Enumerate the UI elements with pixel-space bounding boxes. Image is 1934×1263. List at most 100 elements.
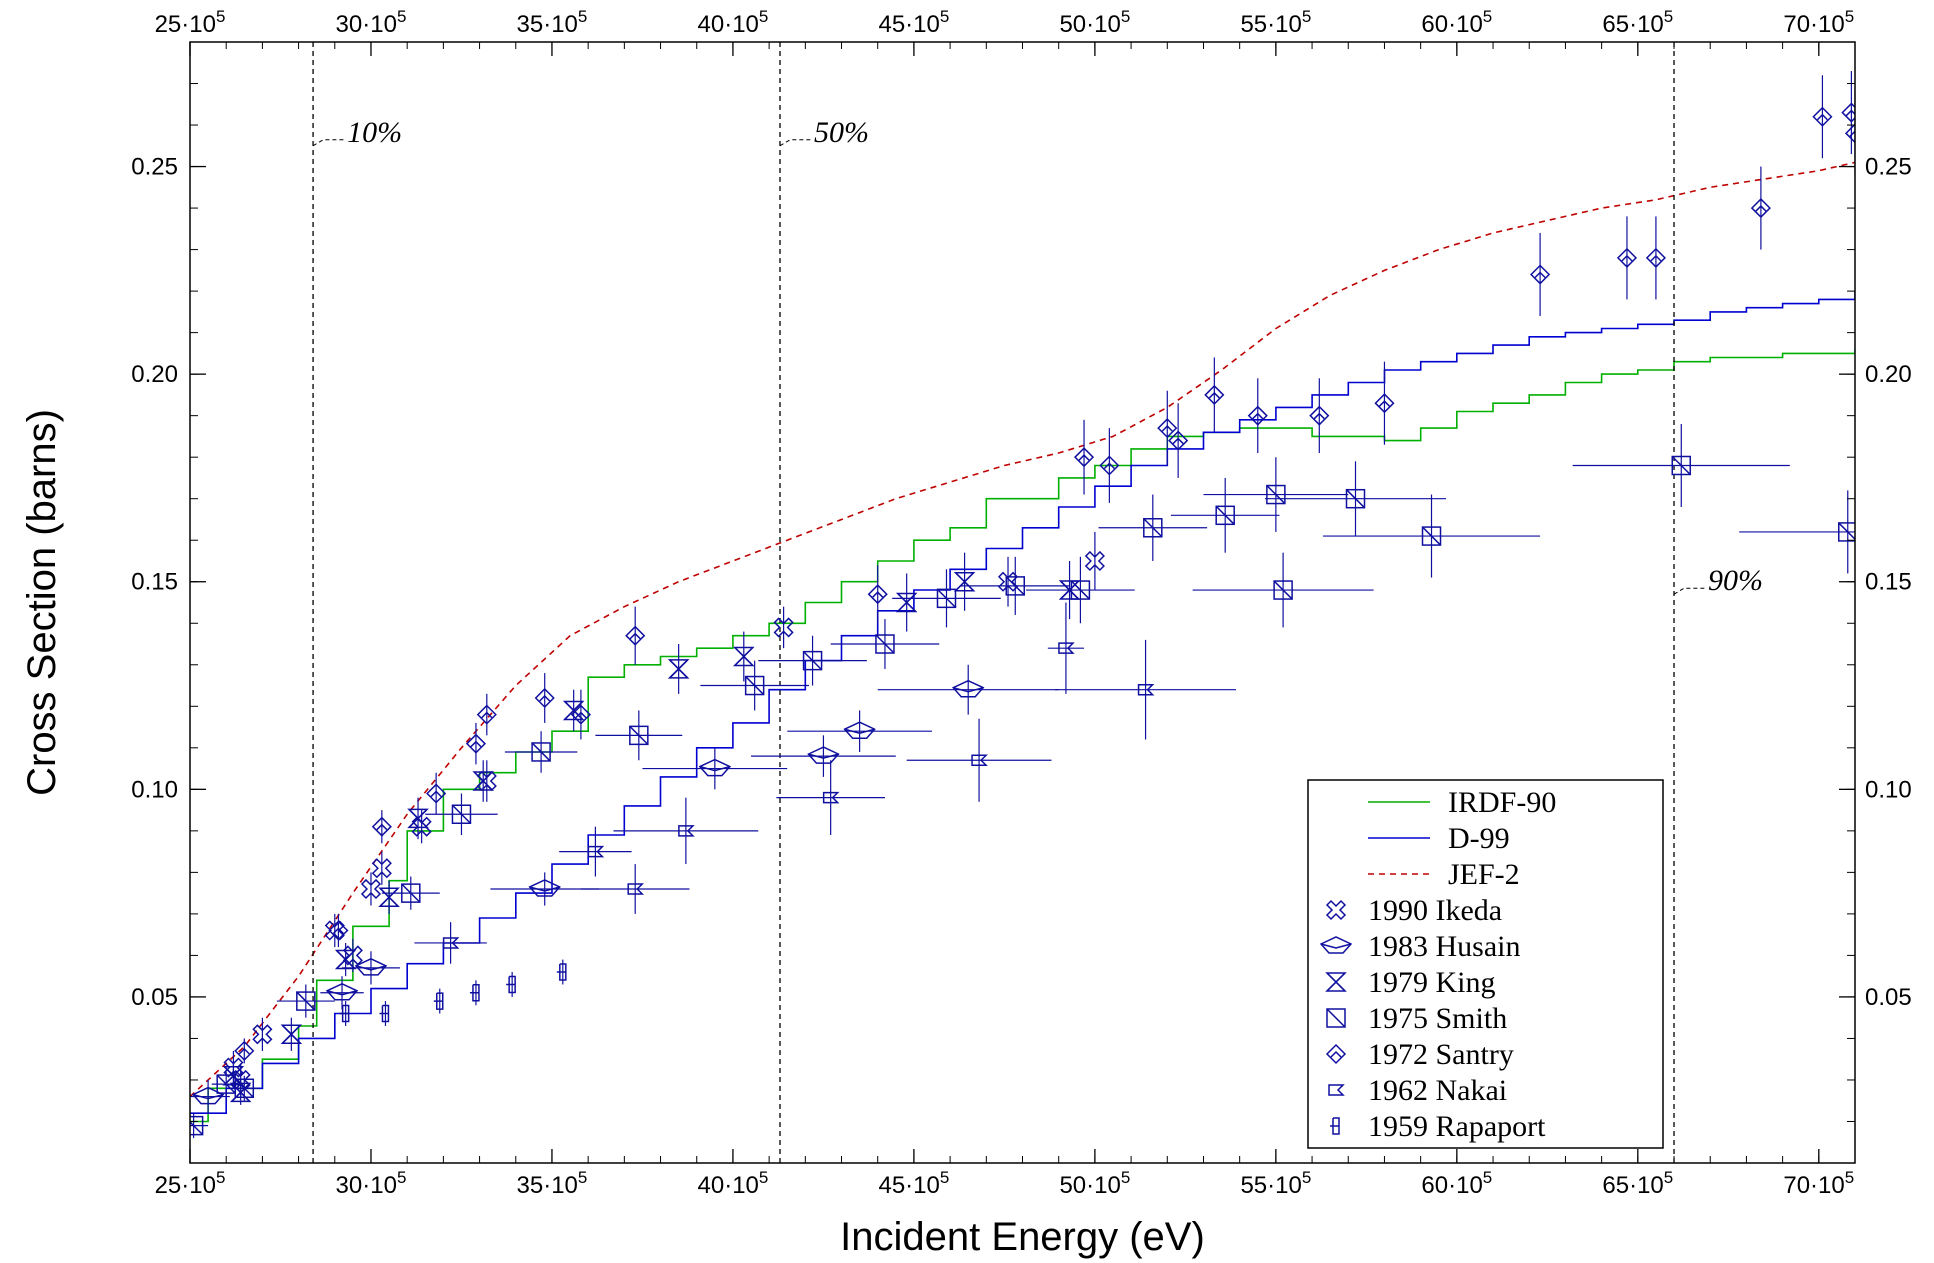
svg-text:1959 Rapaport: 1959 Rapaport <box>1368 1110 1546 1143</box>
point-1990-ikeda <box>997 556 1019 607</box>
point-1979-king <box>667 644 690 694</box>
point-1972-santry <box>426 772 447 815</box>
percent-label: 50% <box>814 116 869 149</box>
point-1962-nakai <box>1047 602 1085 694</box>
point-1990-ikeda <box>773 606 794 649</box>
x-tick-label: 35·105 <box>517 7 588 38</box>
annotation-leader <box>779 139 812 147</box>
y-tick-label-right: 0.10 <box>1865 776 1912 803</box>
point-1959-rapaport <box>469 980 480 1006</box>
point-1972-santry <box>867 565 888 624</box>
point-1975-smith <box>1572 423 1790 508</box>
x-tick-label: 45·105 <box>878 7 949 38</box>
point-1972-santry <box>1530 232 1551 317</box>
annotation-leader <box>1673 587 1707 595</box>
percent-label: 90% <box>1708 564 1763 597</box>
x-tick-label: 30·105 <box>336 1168 407 1199</box>
point-1990-ikeda <box>476 760 497 802</box>
svg-text:1962 Nakai: 1962 Nakai <box>1368 1074 1507 1107</box>
point-1972-santry <box>1844 91 1855 175</box>
point-1990-ikeda <box>324 913 345 948</box>
point-1975-smith <box>381 876 440 910</box>
x-tick-label: 30·105 <box>336 7 407 38</box>
svg-text:JEF-2: JEF-2 <box>1448 858 1520 891</box>
point-1975-smith <box>425 793 498 836</box>
point-1979-king <box>407 797 429 840</box>
x-axis-title: Incident Energy (eV) <box>840 1215 1205 1259</box>
point-1975-smith <box>1170 477 1280 553</box>
x-tick-label: 40·105 <box>698 7 769 38</box>
point-1990-ikeda <box>1084 531 1105 591</box>
point-1983-husain <box>877 664 1059 715</box>
legend-entry: 1983 Husain <box>1319 930 1521 963</box>
annotation-leader <box>312 139 346 147</box>
point-1962-nakai <box>1055 639 1237 740</box>
point-1990-ikeda <box>252 1017 273 1051</box>
y-tick-label: 0.20 <box>131 361 178 388</box>
x-tick-label: 70·105 <box>1783 1168 1854 1199</box>
point-1962-nakai <box>559 826 632 877</box>
point-1972-santry <box>570 689 591 740</box>
legend-entry: 1959 Rapaport <box>1330 1110 1546 1143</box>
point-1959-rapaport <box>506 972 516 997</box>
x-tick-label: 70·105 <box>1783 7 1854 38</box>
point-1975-smith <box>276 984 335 1018</box>
legend-box <box>1307 779 1664 1149</box>
point-1983-husain <box>642 747 788 790</box>
percent-lines: 10% 50% 90% <box>312 42 1763 1163</box>
point-1979-king <box>953 552 976 611</box>
point-1975-smith <box>229 1075 259 1101</box>
point-1979-king <box>562 689 585 732</box>
point-1972-santry <box>1645 216 1666 300</box>
point-1979-king <box>895 573 918 632</box>
point-1972-santry <box>1247 378 1268 454</box>
point-1972-santry <box>1926 183 1934 266</box>
point-1979-king <box>472 760 494 802</box>
x-tick-label: 35·105 <box>517 1168 588 1199</box>
point-1972-santry <box>1374 361 1395 445</box>
point-1975-smith <box>1203 457 1349 532</box>
y-tick-label: 0.10 <box>131 776 178 803</box>
point-1975-smith <box>700 660 809 711</box>
point-1990-ikeda <box>360 872 382 906</box>
x-tick-label: 55·105 <box>1240 1168 1311 1199</box>
model-curves <box>190 161 1855 1123</box>
point-1959-rapaport <box>433 988 444 1014</box>
point-1975-smith <box>595 710 683 761</box>
axes: 25·105 25·105 30·105 30·105 35·105 35·105 40·1… <box>20 7 1912 1259</box>
legend-entry: 1972 Santry <box>1325 1038 1514 1071</box>
point-1983-husain <box>320 976 364 1010</box>
legend-entry: 1990 Ikeda <box>1325 894 1502 927</box>
legend-entry: IRDF-90 <box>1368 786 1556 819</box>
point-1972-santry <box>1073 419 1095 495</box>
curve-d-99 <box>190 291 1855 1114</box>
y-tick-label-right: 0.20 <box>1865 361 1912 388</box>
point-1972-santry <box>1812 75 1833 159</box>
x-tick-label: 40·105 <box>698 1168 769 1199</box>
point-1979-king <box>280 1017 303 1051</box>
svg-text:1975 Smith: 1975 Smith <box>1368 1002 1507 1035</box>
point-1983-husain <box>787 710 933 752</box>
point-1959-rapaport <box>339 1001 350 1026</box>
point-1975-smith <box>830 619 940 669</box>
y-tick-label: 0.15 <box>131 569 178 596</box>
point-1975-smith <box>1322 494 1541 578</box>
point-1962-nakai <box>580 864 690 914</box>
experimental-points <box>190 71 1934 1139</box>
x-tick-label: 25·105 <box>155 1168 226 1199</box>
svg-text:1983 Husain: 1983 Husain <box>1368 930 1521 963</box>
x-tick-label: 25·105 <box>155 7 226 38</box>
point-1972-santry <box>1099 428 1120 503</box>
point-1959-rapaport <box>379 1001 390 1026</box>
point-1975-smith <box>758 635 867 686</box>
point-1959-rapaport <box>556 959 567 985</box>
point-1972-santry <box>534 673 555 723</box>
legend-entry: 1975 Smith <box>1326 1002 1507 1035</box>
point-1972-santry <box>1157 390 1178 466</box>
point-1972-santry <box>234 1038 255 1064</box>
svg-text:IRDF-90: IRDF-90 <box>1448 786 1556 819</box>
x-tick-label: 65·105 <box>1602 7 1673 38</box>
x-tick-label: 50·105 <box>1059 1168 1130 1199</box>
point-1962-nakai <box>414 922 487 964</box>
